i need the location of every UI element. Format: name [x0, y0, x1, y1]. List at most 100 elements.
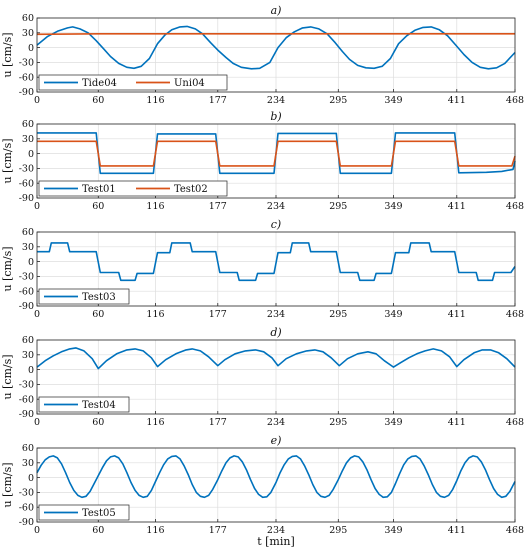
y-tick-label: -30 [19, 380, 34, 391]
legend-entry-uni04: Uni04 [174, 78, 205, 89]
legend-box [38, 396, 130, 413]
y-tick-label: 60 [22, 227, 34, 238]
x-tick-label: 468 [506, 95, 524, 106]
x-tick-label: 468 [506, 525, 524, 536]
legend-entry-test03: Test03 [82, 292, 116, 303]
x-tick-label: 411 [448, 309, 466, 320]
panel-b: 0 60 116 177 234 295 349 411 468 60 30 0 -30 -60 -90 b)… [1, 110, 524, 212]
x-tick-label: 411 [448, 525, 466, 536]
x-tick-label: 468 [506, 309, 524, 320]
legend: Test03 [38, 288, 130, 305]
x-axis-label: t [min] [257, 535, 295, 548]
y-tick-label: -60 [19, 394, 34, 405]
legend-box [38, 180, 228, 197]
y-axis-label: u [cm/s] [1, 246, 14, 291]
y-axis-label: u [cm/s] [1, 32, 14, 77]
x-tick-label: 60 [92, 417, 104, 428]
y-tick-label: 30 [22, 134, 34, 145]
y-tick-label: -90 [19, 409, 34, 420]
y-tick-label: 60 [22, 119, 34, 130]
x-tick-label: 177 [209, 95, 227, 106]
y-axis-label: u [cm/s] [1, 354, 14, 399]
panel-d: 0 60 116 177 234 295 349 411 468 60 30 0 -30 -60 -90 d)… [1, 326, 524, 428]
y-tick-label: 0 [28, 149, 34, 160]
x-tick-label: 411 [448, 201, 466, 212]
y-tick-label: 60 [22, 335, 34, 346]
panel-label: c) [271, 218, 281, 231]
y-axis-label: u [cm/s] [1, 462, 14, 507]
y-tick-label: -90 [19, 193, 34, 204]
legend-entry-tide04: Tide04 [82, 78, 117, 89]
x-tick-label: 116 [146, 309, 164, 320]
series-line-tide04 [36, 25, 516, 70]
x-tick-label: 0 [34, 525, 40, 536]
x-tick-label: 349 [384, 309, 402, 320]
panel-label: e) [271, 434, 282, 447]
x-tick-label: 177 [209, 201, 227, 212]
y-tick-label: 60 [22, 443, 34, 454]
panel-label: d) [270, 326, 281, 339]
x-tick-label: 177 [209, 525, 227, 536]
x-tick-label: 411 [448, 417, 466, 428]
panel-label: b) [270, 110, 281, 123]
x-tick-label: 349 [384, 201, 402, 212]
legend-entry-test05: Test05 [82, 508, 116, 519]
y-tick-label: 30 [22, 28, 34, 39]
x-tick-label: 60 [92, 95, 104, 106]
legend: Tide04 Uni04 [38, 74, 228, 91]
legend-entry-test04: Test04 [82, 400, 116, 411]
y-tick-label: -60 [19, 72, 34, 83]
x-tick-label: 0 [34, 417, 40, 428]
legend-box [38, 74, 228, 91]
x-tick-label: 116 [146, 95, 164, 106]
panel-label: a) [271, 4, 282, 17]
y-tick-label: 30 [22, 350, 34, 361]
x-tick-label: 468 [506, 417, 524, 428]
y-tick-label: 0 [28, 257, 34, 268]
series-line-test05 [36, 455, 516, 499]
series-line-uni04 [36, 33, 515, 36]
y-tick-label: -60 [19, 502, 34, 513]
y-tick-label: 30 [22, 242, 34, 253]
legend-box [38, 504, 130, 521]
y-tick-label: 0 [28, 473, 34, 484]
y-tick-label: -90 [19, 517, 34, 528]
x-tick-label: 295 [329, 309, 347, 320]
series-line-test04 [36, 347, 516, 370]
y-tick-label: -60 [19, 178, 34, 189]
x-tick-label: 234 [267, 309, 285, 320]
x-tick-label: 116 [146, 417, 164, 428]
y-tick-label: -30 [19, 58, 34, 69]
x-tick-label: 116 [146, 201, 164, 212]
x-tick-label: 349 [384, 95, 402, 106]
x-tick-label: 60 [92, 309, 104, 320]
y-tick-label: 30 [22, 458, 34, 469]
legend-entry-test01: Test01 [82, 184, 116, 195]
x-tick-label: 295 [329, 417, 347, 428]
x-tick-label: 116 [146, 525, 164, 536]
series-line-test01 [37, 132, 516, 175]
series-line-test02 [37, 140, 516, 167]
legend: Test01 Test02 [38, 180, 228, 197]
x-tick-label: 60 [92, 525, 104, 536]
x-tick-label: 0 [34, 201, 40, 212]
y-tick-label: -90 [19, 87, 34, 98]
x-tick-label: 468 [506, 201, 524, 212]
x-tick-label: 0 [34, 95, 40, 106]
x-tick-label: 295 [329, 95, 347, 106]
y-axis-label: u [cm/s] [1, 138, 14, 183]
x-tick-label: 411 [448, 95, 466, 106]
legend-entry-test02: Test02 [174, 184, 208, 195]
x-tick-label: 295 [329, 525, 347, 536]
legend-box [38, 288, 130, 305]
x-tick-label: 177 [209, 417, 227, 428]
x-tick-label: 60 [92, 201, 104, 212]
x-tick-label: 349 [384, 525, 402, 536]
legend: Test05 [38, 504, 130, 521]
x-tick-label: 234 [267, 525, 285, 536]
x-tick-label: 0 [34, 309, 40, 320]
series-line-test03 [37, 242, 516, 282]
x-tick-label: 234 [267, 95, 285, 106]
panel-e: 0 60 116 177 234 295 349 411 468 60 30 0 -30 -60 -90 e)… [1, 434, 524, 536]
